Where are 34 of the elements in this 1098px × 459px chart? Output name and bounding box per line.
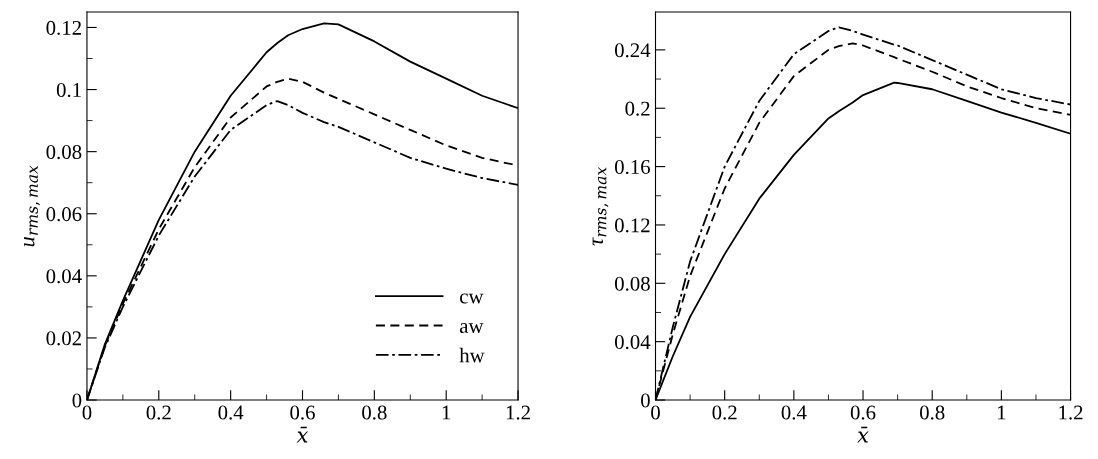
x-axis-title: x̄ (857, 426, 869, 443)
x-tick-label: 0.6 (290, 405, 315, 420)
x-tick-label: 0.6 (850, 405, 876, 420)
x-tick-label: 1.2 (506, 405, 530, 420)
x-tick-label: 0 (82, 405, 92, 420)
x-tick-label: 0.4 (218, 405, 244, 420)
y-tick-label: 0.04 (614, 335, 651, 350)
x-tick-label: 0.8 (919, 405, 945, 420)
x-tick-label: 0.2 (146, 405, 171, 420)
x-tick-label: 1 (998, 405, 1006, 420)
y-tick-label: 0.24 (614, 43, 651, 58)
y-tick-label: 0.08 (46, 145, 82, 160)
y-tick-label: 0.06 (46, 207, 82, 222)
y-tick-label: 0 (72, 393, 82, 408)
x-axis-title: x̄ (296, 426, 309, 443)
x-tick-label: 0.2 (712, 405, 737, 420)
x-tick-label: 0.8 (362, 405, 387, 420)
y-tick-label: 0 (641, 393, 650, 408)
y-tick-label: 0.12 (46, 20, 81, 35)
x-tick-label: 0.4 (781, 405, 807, 420)
y-tick-label: 0.12 (614, 218, 650, 233)
y-tick-label: 0.1 (56, 82, 81, 98)
legend-label: cw (460, 293, 484, 304)
y-axis-title: u$_{rms,max}$ (24, 165, 40, 247)
x-tick-label: 1 (442, 405, 451, 420)
y-tick-label: 0.16 (614, 159, 651, 175)
legend-label: aw (459, 323, 484, 334)
y-axis-title: τ$_{rms,max}$ (592, 167, 609, 246)
legend-label: hw (459, 347, 485, 363)
y-tick-label: 0.02 (46, 331, 81, 346)
x-tick-label: 1.2 (1059, 405, 1083, 420)
y-tick-label: 0.2 (625, 101, 650, 116)
y-tick-label: 0.04 (46, 269, 82, 284)
y-tick-label: 0.08 (614, 276, 650, 291)
